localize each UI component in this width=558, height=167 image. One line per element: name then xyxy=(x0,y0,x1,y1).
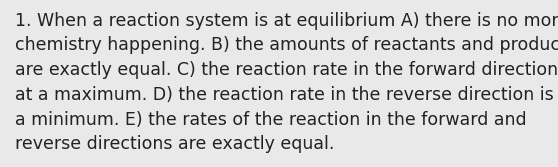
Text: chemistry happening. B) the amounts of reactants and products: chemistry happening. B) the amounts of r… xyxy=(15,36,558,54)
Text: 1. When a reaction system is at equilibrium A) there is no more: 1. When a reaction system is at equilibr… xyxy=(15,12,558,30)
Text: at a maximum. D) the reaction rate in the reverse direction is at: at a maximum. D) the reaction rate in th… xyxy=(15,86,558,104)
Text: a minimum. E) the rates of the reaction in the forward and: a minimum. E) the rates of the reaction … xyxy=(15,111,527,129)
Text: reverse directions are exactly equal.: reverse directions are exactly equal. xyxy=(15,135,334,153)
Text: are exactly equal. C) the reaction rate in the forward direction is: are exactly equal. C) the reaction rate … xyxy=(15,61,558,79)
